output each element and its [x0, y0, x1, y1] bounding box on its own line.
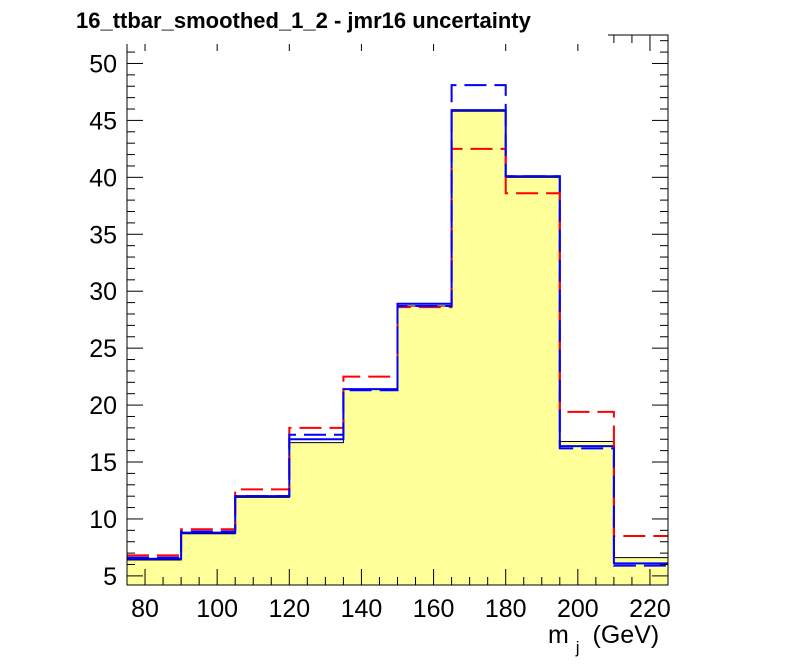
x-tick-label: 80 [131, 595, 159, 623]
y-tick-label: 30 [89, 278, 117, 306]
hist-bar [343, 389, 398, 585]
histogram-layer [127, 84, 668, 585]
x-axis-title-main: m [548, 621, 569, 649]
x-tick-label: 140 [341, 595, 383, 623]
y-tick-label: 10 [89, 506, 117, 534]
chart-title: 16_ttbar_smoothed_1_2 - jmr16 uncertaint… [76, 8, 531, 33]
x-tick-label: 120 [268, 595, 310, 623]
series-line-3 [127, 84, 668, 567]
tick-labels: 80 100 120 140 160 180 200 220 5 10 15 20 25 30 35 40 45… [89, 50, 671, 623]
y-tick-label: 25 [89, 335, 117, 363]
hist-bar [181, 533, 236, 585]
x-tick-label: 180 [485, 595, 527, 623]
hist-bar [235, 497, 290, 585]
hist-bar [451, 111, 506, 585]
hist-bar [559, 441, 614, 585]
y-tick-label: 35 [89, 221, 117, 249]
y-tick-label: 20 [89, 392, 117, 420]
x-tick-label: 220 [629, 595, 671, 623]
hist-bar [505, 177, 560, 585]
y-tick-label: 45 [89, 107, 117, 135]
title-box [60, 4, 608, 44]
x-axis-title: m j (GeV) [548, 621, 659, 659]
x-tick-label: 160 [413, 595, 455, 623]
y-tick-label: 15 [89, 449, 117, 477]
y-tick-label: 50 [89, 50, 117, 78]
hist-bar [127, 559, 182, 585]
y-tick-label: 5 [103, 563, 117, 591]
x-tick-label: 100 [196, 595, 238, 623]
y-tick-label: 40 [89, 164, 117, 192]
x-axis-title-unit: (GeV) [593, 621, 660, 649]
hist-bar [289, 442, 344, 585]
x-tick-label: 200 [557, 595, 599, 623]
x-axis-title-subscript: j [575, 638, 580, 657]
hist-bar [397, 306, 452, 585]
hist-bar [613, 557, 668, 585]
